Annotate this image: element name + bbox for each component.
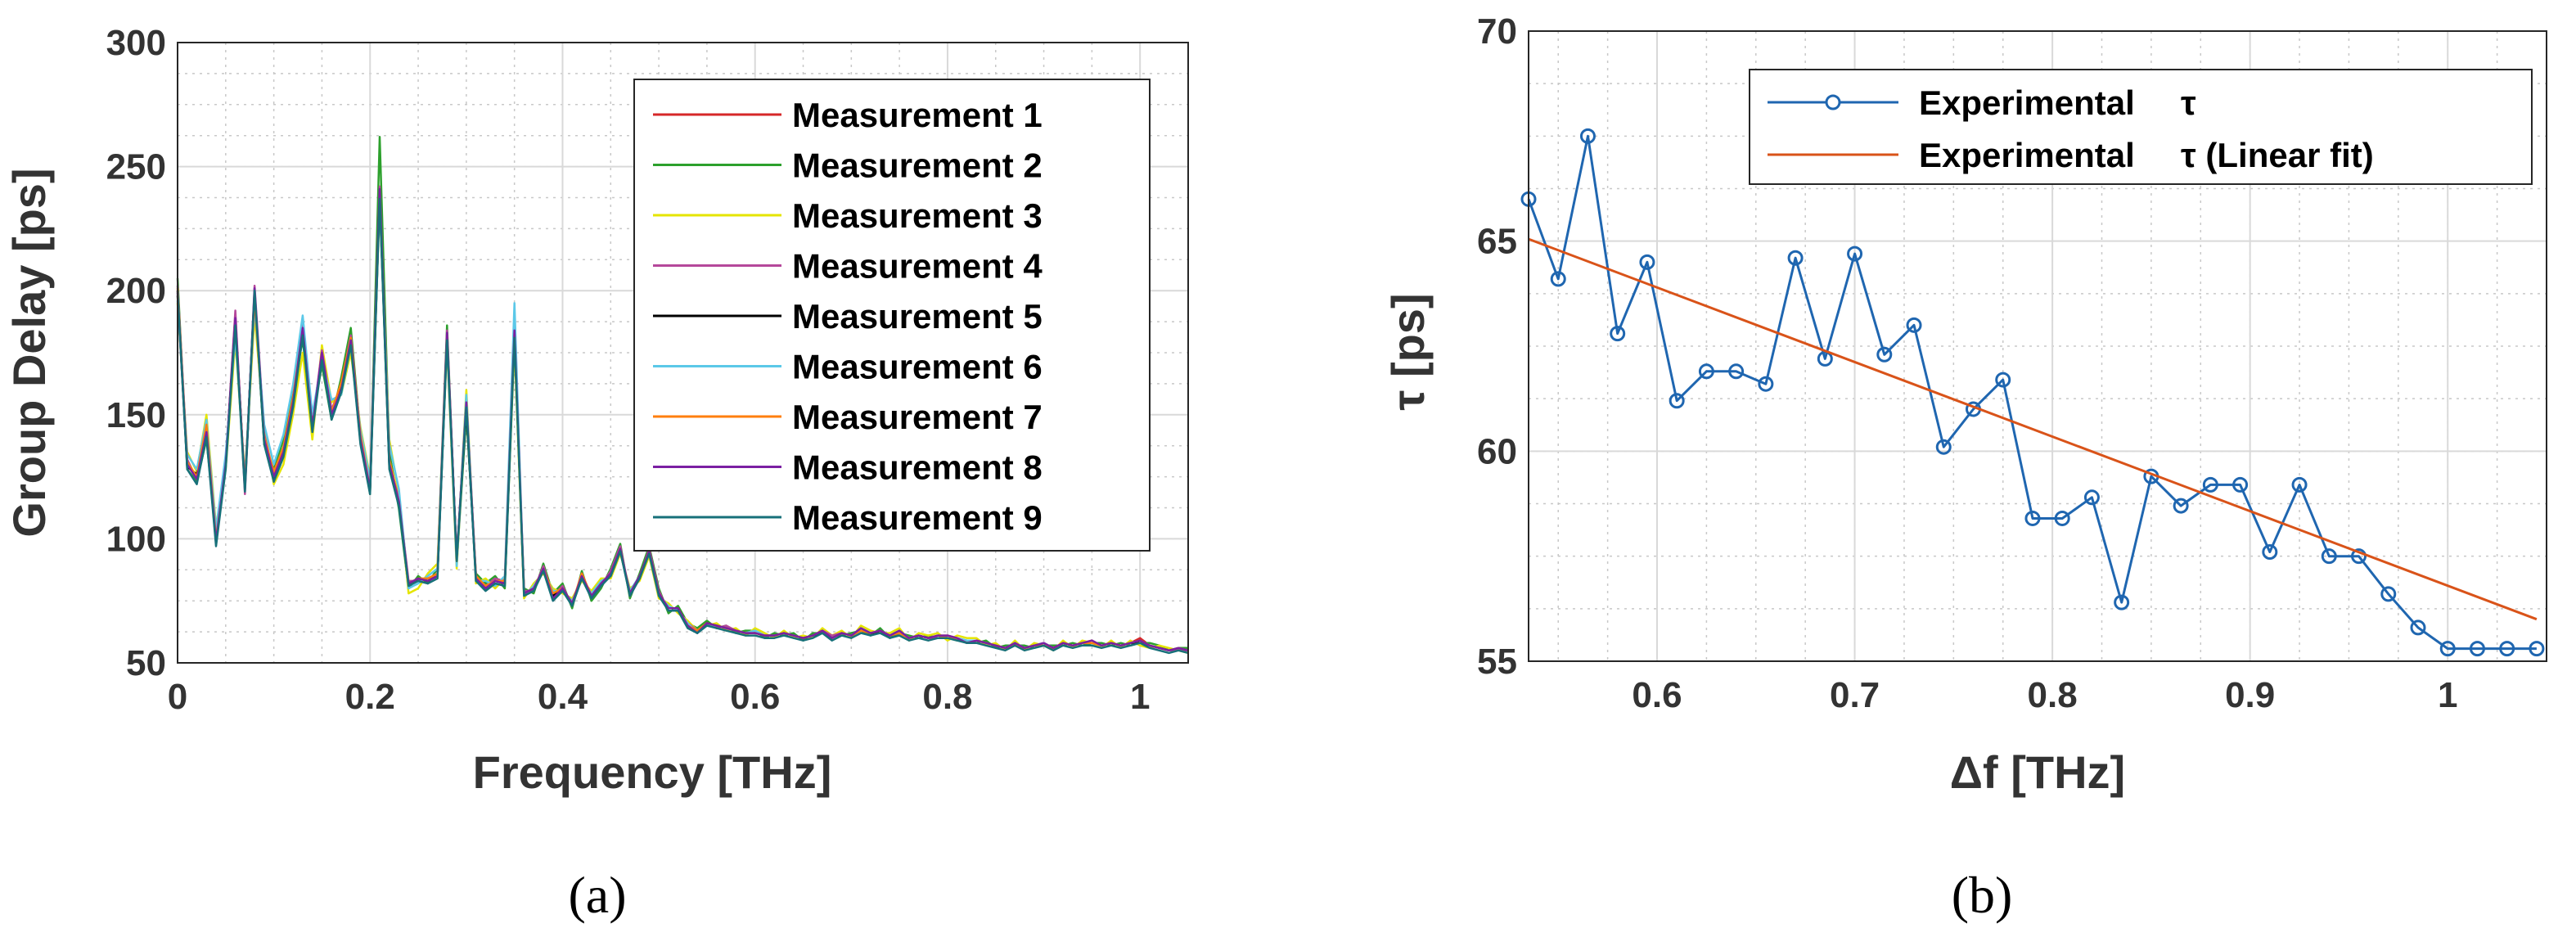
chart-b-x-tick-label: 1	[2438, 675, 2457, 715]
chart-b-x-tick-label: 0.6	[1632, 675, 1682, 715]
chart-a-legend-label-9: Measurement 9	[792, 498, 1043, 537]
chart-b-series-1-point	[1817, 350, 1833, 367]
chart-b-axes-box	[1528, 30, 2547, 662]
chart-b-series-1-point	[1995, 372, 2011, 388]
chart-b-legend-symbol-2: τ (Linear fit)	[2181, 136, 2374, 174]
chart-a-x-tick-label: 0.4	[538, 677, 588, 717]
chart-b-y-tick-label: 70	[1477, 11, 1517, 52]
chart-b: 0.6 0.7 0.8 0.9 1 55 60 65 70 Δf [THz] τ [ps] Ex…	[1382, 11, 2547, 798]
chart-b-series-1-point	[1698, 363, 1714, 380]
chart-b-legend-label-2: Experimental	[1919, 136, 2135, 174]
chart-a-series-9-line	[176, 197, 1189, 655]
chart-a-y-tick-label: 300	[106, 23, 166, 63]
chart-b-series-1-point	[2499, 641, 2515, 657]
chart-b-series-1-point	[1728, 363, 1745, 380]
chart-b-y-tick-label: 65	[1477, 222, 1517, 262]
chart-b-series-1-point	[2321, 548, 2337, 565]
chart-a-legend-label-6: Measurement 6	[792, 348, 1043, 386]
chart-b-y-tick-label: 60	[1477, 431, 1517, 471]
panel-label-b: (b)	[1952, 866, 2013, 924]
chart-a-y-axis-label: Group Delay [ps]	[3, 168, 55, 537]
chart-b-series-1-point	[2351, 548, 2367, 565]
chart-b-series-1-point	[1935, 439, 1952, 455]
chart-b-series-1-point	[1906, 317, 1922, 333]
chart-b-series-1-point	[2114, 594, 2130, 610]
chart-b-tick-labels: 0.6 0.7 0.8 0.9 1 55 60 65 70	[1477, 11, 2457, 715]
chart-a-y-tick-label: 150	[106, 395, 166, 435]
chart-b-series-1-point	[1787, 250, 1804, 266]
chart-b-series-1-point	[2410, 619, 2426, 636]
chart-a-axes-box	[177, 42, 1189, 664]
chart-a-x-tick-label: 0.6	[730, 677, 780, 717]
chart-a-x-tick-label: 0.2	[345, 677, 395, 717]
chart-a-y-tick-label: 200	[106, 271, 166, 311]
chart-b-series-1-point	[2469, 641, 2485, 657]
chart-b-series-1-point	[1758, 376, 1774, 392]
chart-b-series-1-point	[1847, 246, 1863, 262]
panel-label-a: (a)	[568, 866, 626, 924]
chart-a-y-tick-label: 250	[106, 147, 166, 187]
chart-b-legend-label-1: Experimental	[1919, 83, 2135, 122]
chart-b-series-1-point	[2202, 476, 2218, 493]
chart-a-y-tick-label: 100	[106, 519, 166, 559]
chart-a-x-tick-label: 0	[168, 677, 187, 717]
chart-b-series-1-point	[2054, 510, 2070, 526]
chart-b-x-tick-label: 0.8	[2028, 675, 2078, 715]
chart-b-legend-box	[1749, 69, 2533, 185]
chart-a-legend-label-4: Measurement 4	[792, 247, 1043, 286]
chart-b-legend-symbol-1: τ	[2181, 83, 2196, 122]
chart-a-legend-label-2: Measurement 2	[792, 146, 1043, 185]
chart-b-y-tick-label: 55	[1477, 642, 1517, 682]
chart-b-series-1-point	[1579, 128, 1596, 144]
chart-b-x-tick-label: 0.7	[1830, 675, 1880, 715]
chart-b-x-tick-label: 0.9	[2225, 675, 2275, 715]
chart-b-series-1-point	[2291, 476, 2308, 493]
chart-b-series-1-point	[1639, 254, 1655, 270]
chart-a-x-axis-label: Frequency [THz]	[473, 746, 832, 798]
chart-b-series-1-point	[2529, 641, 2545, 657]
chart-a-legend-label-1: Measurement 1	[792, 96, 1043, 134]
chart-b-series-1-line	[1527, 134, 2537, 651]
chart-a-y-tick-label: 50	[126, 643, 166, 683]
chart-b-series-2-line	[1528, 237, 2538, 621]
chart-b-series-1-point	[2380, 586, 2397, 602]
chart-a-legend-label-5: Measurement 5	[792, 297, 1043, 336]
chart-a-legend-label-7: Measurement 7	[792, 398, 1043, 436]
chart-b-series-1-point	[2262, 544, 2278, 561]
chart-b-series-1-point	[1669, 393, 1685, 409]
chart-b-series-1-point	[2439, 641, 2456, 657]
chart-a-legend: Measurement 1 Measurement 2 Measurement 3 M…	[633, 79, 1151, 552]
chart-b-series-1-point	[2083, 489, 2100, 506]
chart-b-x-axis-label: Δf [THz]	[1950, 746, 2125, 798]
chart-a-legend-label-8: Measurement 8	[792, 448, 1043, 487]
chart-b-series-1-point	[1876, 346, 1893, 363]
chart-a-x-tick-label: 1	[1130, 677, 1150, 717]
chart-b-series-1-point	[2173, 498, 2189, 514]
chart-b-series-1-point	[1550, 271, 1566, 287]
chart-a-series-group	[176, 135, 1189, 655]
chart-a-x-tick-label: 0.8	[922, 677, 972, 717]
chart-b-series-1-point	[2024, 510, 2041, 526]
chart-a-legend-label-3: Measurement 3	[792, 196, 1043, 235]
chart-b-series-1-point	[1610, 326, 1626, 342]
chart-b-legend: Experimental τ Experimental τ (Linear fit)	[1749, 69, 2533, 185]
chart-b-y-axis-label: τ [ps]	[1382, 293, 1434, 410]
chart-b-legend-marker-1	[1825, 94, 1841, 110]
chart-b-series-1-point	[2232, 476, 2249, 493]
